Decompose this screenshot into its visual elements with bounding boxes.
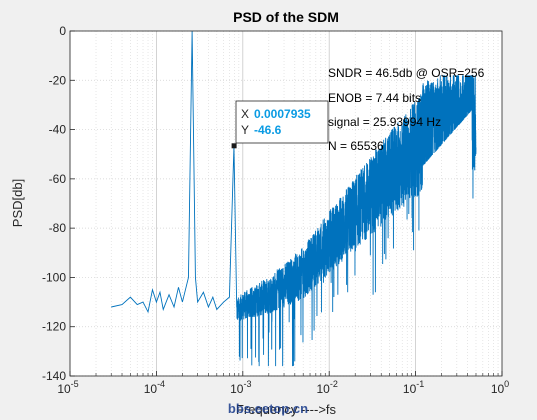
y-tick-label: -120 xyxy=(42,320,66,334)
datatip-y-value: -46.6 xyxy=(254,123,282,137)
annotation-n: N = 65536 xyxy=(328,139,384,153)
annotation-signal: signal = 25.93994 Hz xyxy=(328,115,441,129)
datatip-marker[interactable] xyxy=(231,143,237,149)
psd-line xyxy=(111,30,477,367)
y-tick-label: -20 xyxy=(49,73,67,87)
annotation-sndr: SNDR = 46.5db @ OSR=256 xyxy=(328,66,485,80)
x-axis-label: Frequency ---->fs xyxy=(236,402,337,417)
x-tick-label: 10-1 xyxy=(403,379,424,396)
annotation-block: SNDR = 46.5db @ OSR=256 ENOB = 7.44 bits… xyxy=(328,66,485,153)
y-tick-label: -80 xyxy=(49,221,67,235)
datatip-x-label: X xyxy=(241,107,249,121)
y-axis-label: PSD[db] xyxy=(10,179,25,227)
datatip-box xyxy=(235,100,329,144)
annotation-enob: ENOB = 7.44 bits xyxy=(328,91,421,105)
datatip[interactable]: X 0.0007935 Y -46.6 xyxy=(231,100,329,149)
plot-frame xyxy=(69,30,503,377)
x-tick-label: 100 xyxy=(491,379,509,396)
x-tick-label: 10-5 xyxy=(57,379,78,396)
x-tick-label: 10-3 xyxy=(230,379,251,396)
x-tick-label: 10-4 xyxy=(144,379,165,396)
y-tick-label: -100 xyxy=(42,270,66,284)
chart-title: PSD of the SDM xyxy=(233,9,339,25)
watermark: bbs.eetop.cn xyxy=(228,401,308,416)
datatip-y-label: Y xyxy=(241,123,249,137)
psd-series xyxy=(111,30,477,367)
x-tick-label: 10-2 xyxy=(317,379,338,396)
y-tick-label: -140 xyxy=(42,369,66,383)
datatip-x-value: 0.0007935 xyxy=(254,107,311,121)
y-tick-label: 0 xyxy=(59,24,66,38)
y-tick-label: -40 xyxy=(49,123,67,137)
grid xyxy=(69,30,502,377)
y-tick-label: -60 xyxy=(49,172,67,186)
